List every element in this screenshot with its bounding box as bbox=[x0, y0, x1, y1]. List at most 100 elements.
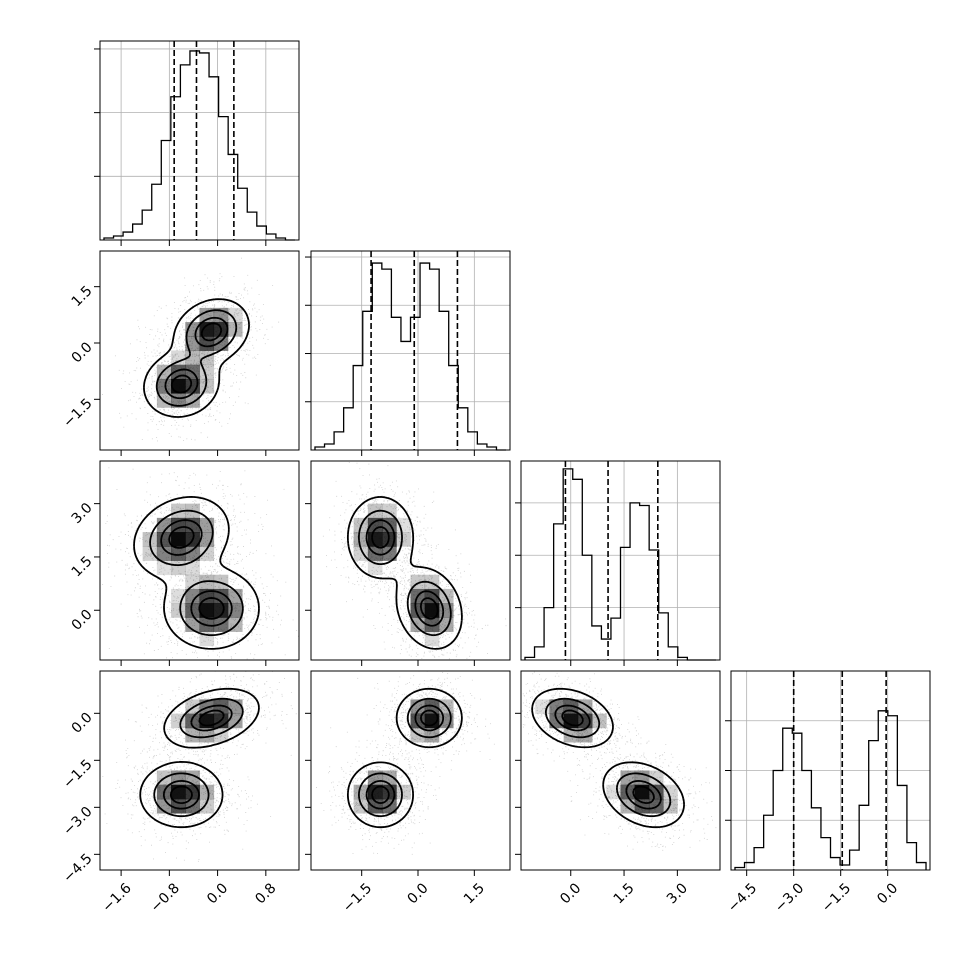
x-tick-label: −4.5 bbox=[725, 880, 760, 915]
density-cell bbox=[353, 784, 369, 800]
density-cell bbox=[410, 699, 426, 715]
density-contour bbox=[149, 509, 244, 637]
density-cell bbox=[185, 546, 200, 561]
pair-plot-area bbox=[102, 467, 299, 660]
histogram-step bbox=[524, 468, 717, 661]
density-contour bbox=[346, 687, 463, 829]
hist-param-2 bbox=[305, 250, 511, 456]
density-cell bbox=[424, 727, 440, 743]
density-cell bbox=[171, 517, 186, 533]
x-tick-label: 3.0 bbox=[664, 880, 691, 907]
density-cell bbox=[185, 574, 200, 590]
density-contour bbox=[160, 519, 233, 627]
diag-panel-1 bbox=[94, 40, 300, 246]
pair-panel-2-1: −1.5 0.0 1.5 bbox=[60, 250, 300, 456]
density-cell bbox=[227, 307, 243, 323]
density-cell bbox=[199, 727, 215, 743]
density-cell bbox=[185, 350, 200, 366]
density-contour bbox=[561, 709, 655, 805]
panel-frame bbox=[99, 670, 300, 871]
density-contour bbox=[153, 697, 244, 818]
density-contour bbox=[544, 697, 672, 818]
density-cell bbox=[199, 798, 215, 814]
hist-param-1 bbox=[94, 40, 300, 246]
density-cell bbox=[424, 603, 440, 618]
density-cell bbox=[353, 532, 369, 547]
histogram-step bbox=[314, 262, 507, 451]
pair-plot-area bbox=[102, 671, 297, 862]
density-cell bbox=[156, 378, 172, 394]
row-4: −1.6 −0.8 0.0 0.8 −4.5 −3.0 −1.5 0.0 −1.5 0.0 1.5… bbox=[60, 670, 931, 916]
density-cell bbox=[577, 727, 593, 743]
x-tick-label: 1.5 bbox=[461, 880, 488, 907]
panel-frame bbox=[730, 670, 931, 871]
y-tick-label: 1.5 bbox=[69, 553, 96, 580]
x-tick-label: −3.0 bbox=[772, 880, 807, 915]
density-cell bbox=[396, 784, 411, 800]
density-contour bbox=[162, 704, 233, 810]
density-contour bbox=[371, 526, 439, 620]
density-cell bbox=[156, 546, 172, 561]
density-contour bbox=[554, 704, 662, 810]
histogram-step bbox=[103, 50, 296, 241]
density-contour bbox=[133, 496, 260, 650]
pair-plot-area bbox=[101, 257, 299, 442]
density-cell bbox=[424, 617, 440, 632]
density-contour bbox=[169, 709, 225, 804]
density-contour bbox=[164, 316, 229, 400]
y-tick-label: −4.5 bbox=[60, 851, 95, 886]
density-cell bbox=[185, 393, 200, 408]
density-cell bbox=[185, 713, 200, 729]
x-tick-label: 0.8 bbox=[252, 880, 279, 907]
pair-plot-area bbox=[322, 461, 507, 660]
row-2: −1.5 0.0 1.5 bbox=[60, 250, 511, 456]
density-contour bbox=[371, 709, 439, 804]
x-tick-label: −0.8 bbox=[148, 880, 183, 915]
density-cell bbox=[424, 588, 440, 604]
density-cell bbox=[620, 784, 636, 800]
density-contour bbox=[365, 519, 445, 627]
density-cell bbox=[227, 713, 243, 729]
scatter-points bbox=[322, 461, 507, 660]
density-cell bbox=[382, 546, 397, 561]
histogram-step bbox=[734, 710, 927, 870]
panel-frame bbox=[520, 670, 721, 871]
x-tick-label: 0.0 bbox=[405, 880, 432, 907]
y-tick-label: −1.5 bbox=[60, 396, 95, 431]
density-cell bbox=[171, 350, 186, 366]
x-tick-label: −1.5 bbox=[819, 880, 854, 915]
density-cell bbox=[171, 560, 186, 576]
y-tick-label: 0.0 bbox=[69, 710, 96, 737]
y-tick-label: 0.0 bbox=[69, 339, 96, 366]
density-cell bbox=[171, 503, 186, 519]
y-tick-label: −3.0 bbox=[60, 804, 95, 839]
panel-frame bbox=[99, 250, 300, 451]
hist-param-3 bbox=[515, 460, 721, 666]
density-contour bbox=[365, 704, 445, 810]
x-tick-label: 0.0 bbox=[204, 880, 231, 907]
density-cell bbox=[213, 603, 229, 618]
panel-frame bbox=[99, 460, 300, 661]
pair-panel-3-2 bbox=[305, 460, 511, 666]
density-cell bbox=[396, 517, 411, 533]
scatter-points bbox=[521, 671, 717, 851]
density-contour bbox=[170, 322, 223, 394]
y-tick-label: −1.5 bbox=[60, 757, 95, 792]
density-cell bbox=[199, 336, 215, 351]
x-tick-label: 0.0 bbox=[874, 880, 901, 907]
panel-frame bbox=[520, 460, 721, 661]
scatter-points bbox=[316, 671, 495, 855]
density-cell bbox=[199, 603, 215, 618]
x-tick-label: 0.0 bbox=[557, 880, 584, 907]
pair-plot-area bbox=[316, 671, 495, 855]
pair-panel-4-2: −1.5 0.0 1.5 bbox=[305, 670, 511, 916]
density-cell bbox=[199, 378, 215, 394]
density-contour bbox=[155, 309, 238, 407]
pair-panel-4-3: 0.0 1.5 3.0 bbox=[515, 670, 721, 907]
panel-frame bbox=[99, 40, 300, 241]
x-tick-label: −1.6 bbox=[99, 880, 134, 915]
density-cell bbox=[199, 322, 215, 337]
density-cell bbox=[227, 588, 243, 604]
pair-panel-4-1: −1.6 −0.8 0.0 0.8 −4.5 −3.0 −1.5 0.0 bbox=[60, 670, 300, 916]
